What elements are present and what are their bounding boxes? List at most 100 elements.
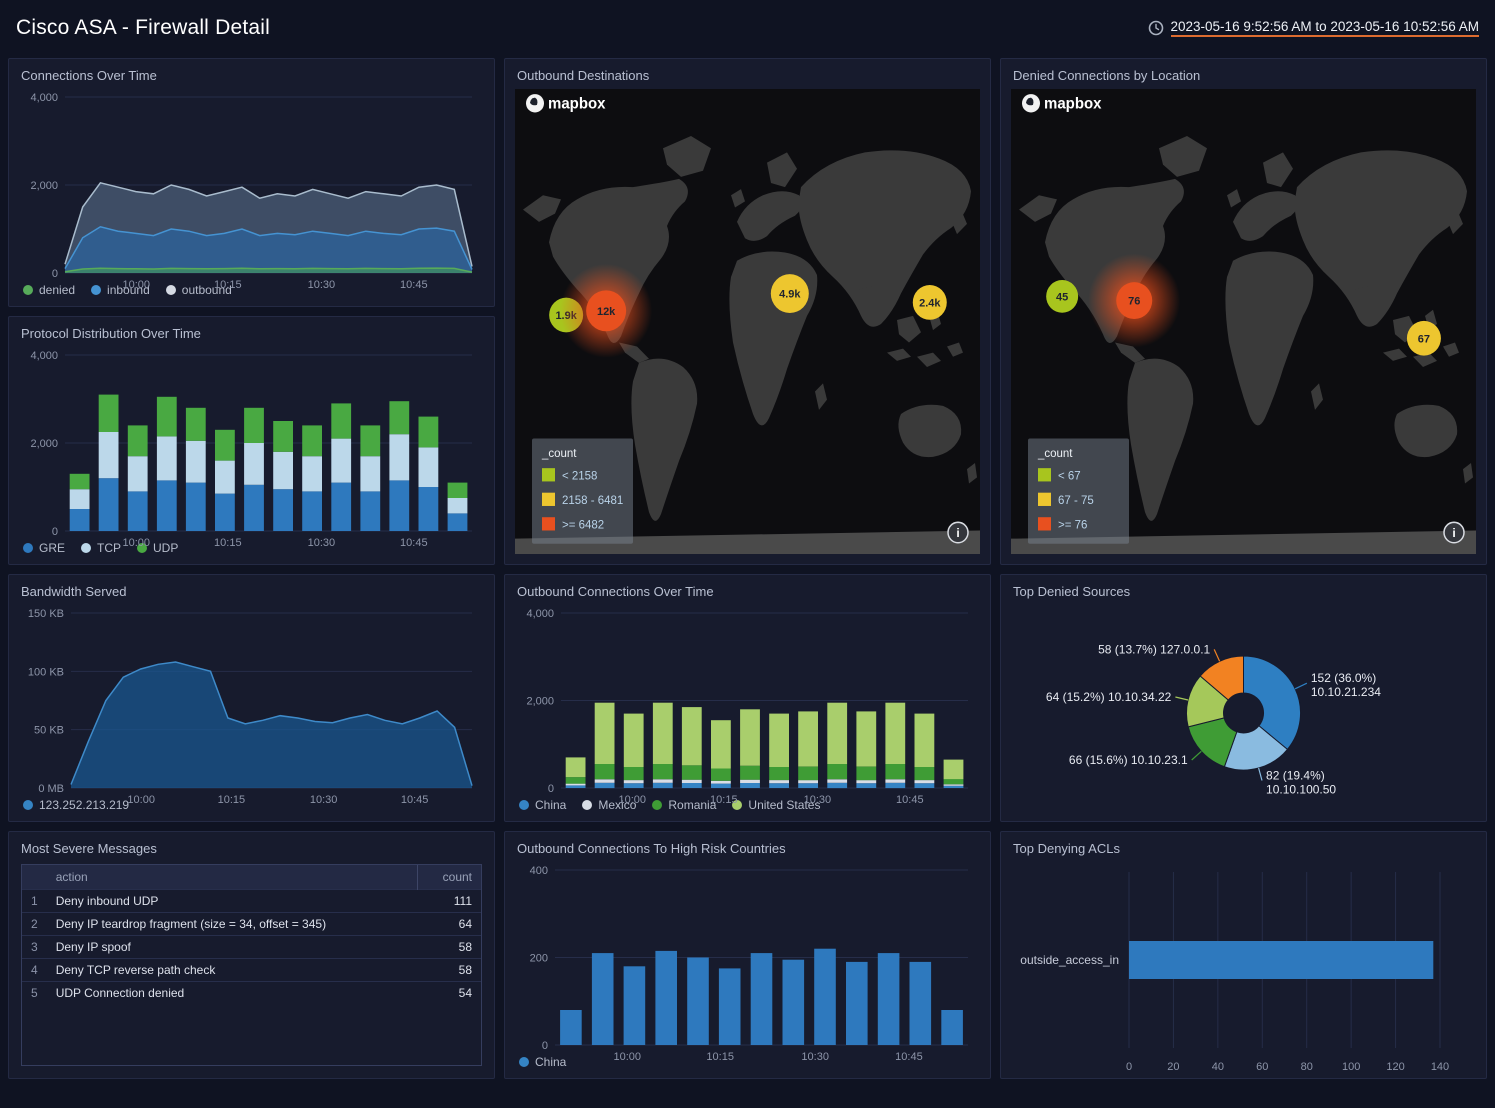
legend-dot	[81, 543, 92, 553]
svg-text:0 MB: 0 MB	[38, 783, 64, 795]
legend-item-United States[interactable]: United States	[732, 798, 820, 812]
legend-dot	[91, 285, 102, 295]
map-bubble[interactable]: 2.4k	[912, 285, 947, 320]
svg-text:>= 6482: >= 6482	[562, 518, 604, 531]
mapbox-logo[interactable]: mapbox	[526, 94, 606, 113]
mapbox-logo[interactable]: mapbox	[1022, 94, 1102, 113]
svg-text:>= 76: >= 76	[1058, 518, 1087, 531]
svg-text:40: 40	[1212, 1061, 1224, 1073]
legend-item-denied[interactable]: denied	[23, 283, 75, 297]
panel-bandwidth-served: Bandwidth Served 0 MB 50 KB 100 KB 150 KB 10…	[8, 574, 495, 822]
svg-text:100: 100	[1342, 1061, 1360, 1073]
svg-text:150 KB: 150 KB	[28, 608, 64, 620]
donut-slice[interactable]	[1243, 655, 1301, 751]
chart-canvas: 0 MB 50 KB 100 KB 150 KB 10:00 10:15 10:30 10:4…	[28, 608, 473, 806]
legend-dot	[519, 1057, 529, 1067]
svg-text:120: 120	[1386, 1061, 1404, 1073]
most-severe-messages-table-wrap: action count 1 Deny inbound UDP 111 2 Deny IP …	[21, 864, 482, 1066]
panel-title: Most Severe Messages	[21, 841, 157, 856]
denied-connections-map[interactable]: 45 76 67 _count < 67 67 - 75 >= 76 mapbox i	[1011, 89, 1476, 554]
chart-legend: China	[505, 1051, 990, 1078]
svg-text:2158 - 6481: 2158 - 6481	[562, 494, 623, 507]
svg-text:10.10.100.50: 10.10.100.50	[1266, 783, 1336, 797]
legend-item-China[interactable]: China	[519, 798, 566, 812]
panel-title: Outbound Connections Over Time	[517, 584, 714, 599]
table-row[interactable]: 5 UDP Connection denied 54	[22, 981, 481, 1004]
legend-dot	[519, 800, 529, 810]
chart-canvas: 0 2,000 4,000 10:00 10:15 10:30 10:45	[30, 350, 472, 549]
col-header-action[interactable]: action	[46, 865, 417, 890]
donut-slice[interactable]	[1199, 655, 1244, 701]
svg-text:76: 76	[1128, 296, 1140, 308]
chart-canvas: 0 2,000 4,000 10:00 10:15 10:30 10:45	[526, 608, 968, 806]
donut-slice[interactable]	[1223, 725, 1289, 771]
map-bubble[interactable]: 45	[1046, 280, 1079, 313]
legend-item-123.252.213.219[interactable]: 123.252.213.219	[23, 798, 129, 812]
svg-text:12k: 12k	[597, 306, 616, 318]
svg-text:152 (36.0%): 152 (36.0%)	[1311, 671, 1376, 685]
svg-text:10.10.21.234: 10.10.21.234	[1311, 685, 1381, 699]
svg-text:0: 0	[548, 783, 554, 795]
map-bubble[interactable]: 67	[1406, 320, 1441, 356]
svg-text:4,000: 4,000	[30, 350, 58, 362]
table-row[interactable]: 2 Deny IP teardrop fragment (size = 34, o…	[22, 912, 481, 936]
table-row[interactable]: 4 Deny TCP reverse path check 58	[22, 958, 481, 982]
svg-text:58 (13.7%) 127.0.0.1: 58 (13.7%) 127.0.0.1	[1098, 642, 1210, 656]
connections-over-time-chart: 0 2,000 4,000 10:00 10:15 10:30 10:45	[19, 89, 484, 291]
panel-title: Protocol Distribution Over Time	[21, 326, 201, 341]
legend-item-outbound[interactable]: outbound	[165, 283, 232, 297]
svg-text:2,000: 2,000	[30, 180, 58, 192]
svg-text:67: 67	[1418, 333, 1430, 345]
svg-text:64 (15.2%) 10.10.34.22: 64 (15.2%) 10.10.34.22	[1046, 690, 1172, 704]
clock-icon	[1148, 20, 1163, 36]
map-info-icon[interactable]: i	[947, 521, 969, 544]
svg-text:4.9k: 4.9k	[779, 289, 801, 301]
svg-text:0: 0	[52, 268, 58, 280]
svg-text:10:45: 10:45	[896, 794, 924, 806]
panel-title: Denied Connections by Location	[1013, 68, 1201, 83]
map-info-icon[interactable]: i	[1443, 521, 1465, 544]
map-canvas[interactable]: 45 76 67 _count < 67 67 - 75 >= 76 mapbox i	[1011, 89, 1476, 554]
map-legend: _count < 2158 2158 - 6481 >= 6482	[532, 438, 633, 544]
svg-text:10:30: 10:30	[308, 537, 336, 549]
svg-text:mapbox: mapbox	[1044, 95, 1102, 112]
legend-dot	[23, 800, 33, 810]
map-bubble[interactable]: 76	[1088, 253, 1181, 348]
svg-text:_count: _count	[1037, 447, 1073, 460]
donut-canvas: 152 (36.0%)10.10.21.234 82 (19.4%)10.10.1…	[1046, 642, 1381, 797]
table-row[interactable]: 3 Deny IP spoof 58	[22, 935, 481, 959]
legend-dot	[732, 800, 743, 810]
legend-item-Romania[interactable]: Romania	[652, 798, 716, 812]
time-range-text[interactable]: 2023-05-16 9:52:56 AM to 2023-05-16 10:5…	[1170, 19, 1479, 37]
table-row[interactable]: 1 Deny inbound UDP 111	[22, 889, 481, 913]
legend-item-GRE[interactable]: GRE	[23, 541, 65, 555]
legend-item-China[interactable]: China	[519, 1055, 566, 1069]
panel-outbound-destinations: Outbound Destinations 1.9k12k4.9k2.4k_co…	[504, 58, 991, 565]
svg-text:outside_access_in: outside_access_in	[1020, 953, 1119, 967]
col-header-count[interactable]: count	[416, 865, 481, 890]
svg-text:10:45: 10:45	[400, 279, 428, 291]
legend-item-TCP[interactable]: TCP	[81, 541, 121, 555]
time-range[interactable]: 2023-05-16 9:52:56 AM to 2023-05-16 10:5…	[1148, 19, 1479, 37]
chart-legend: China Mexico Romania United States	[505, 794, 990, 821]
legend-item-Mexico[interactable]: Mexico	[582, 798, 636, 812]
legend-item-UDP[interactable]: UDP	[137, 541, 178, 555]
map-bubble[interactable]: 12k	[560, 263, 653, 358]
hbar-canvas: 0 20 40 60 80 100 120 140 outside_access_in	[1020, 872, 1449, 1073]
svg-text:i: i	[956, 526, 959, 540]
chart-canvas: 0 200 400 10:00 10:15 10:30 10:45	[530, 865, 968, 1063]
hbar-bar[interactable]	[1129, 941, 1434, 979]
page-title: Cisco ASA - Firewall Detail	[16, 16, 270, 39]
map-bubble[interactable]: 4.9k	[770, 274, 809, 314]
panel-outbound-high-risk: Outbound Connections To High Risk Countr…	[504, 831, 991, 1079]
high-risk-countries-chart: 0 200 400 10:00 10:15 10:30 10:45	[515, 862, 980, 1063]
panel-protocol-distribution: Protocol Distribution Over Time 0 2,000 4,…	[8, 316, 495, 565]
svg-text:10:30: 10:30	[310, 794, 338, 806]
svg-text:10:45: 10:45	[401, 794, 429, 806]
svg-text:10:15: 10:15	[706, 1051, 734, 1063]
legend-item-inbound[interactable]: inbound	[91, 283, 150, 297]
svg-text:< 2158: < 2158	[562, 469, 597, 482]
bandwidth-served-chart: 0 MB 50 KB 100 KB 150 KB 10:00 10:15 10:30 10:4…	[19, 605, 484, 806]
